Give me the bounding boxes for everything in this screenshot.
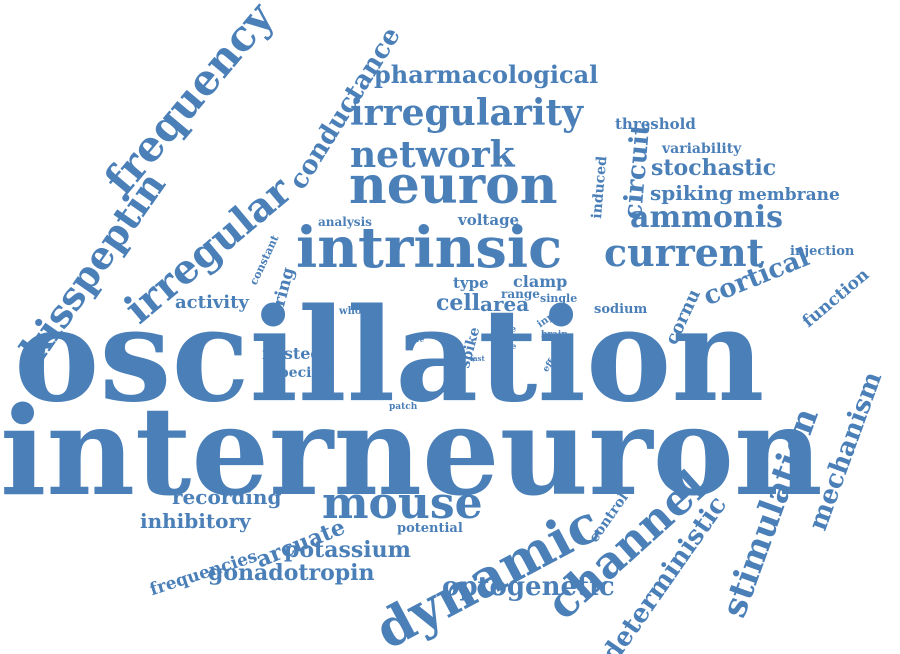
- word-gonadotropin: gonadotropin: [208, 560, 375, 586]
- word-spiking: spiking: [650, 181, 733, 205]
- word-ammonis: ammonis: [630, 200, 784, 235]
- word-injection: injection: [790, 244, 855, 259]
- word-analysis: analysis: [318, 215, 372, 229]
- word-fast: fast: [470, 354, 485, 363]
- word-irregularity: irregularity: [350, 92, 584, 134]
- word-intrinsic: intrinsic: [296, 215, 563, 281]
- word-potential: potential: [397, 521, 463, 536]
- word-recording: recording: [172, 485, 282, 509]
- word-interneuron: interneuron: [0, 379, 823, 523]
- word-specific: specific: [271, 365, 331, 381]
- word-slice: slice: [493, 325, 517, 335]
- word-threshold: threshold: [615, 115, 696, 133]
- word-whole: whole: [339, 306, 372, 317]
- word-clamp: clamp: [513, 272, 568, 291]
- word-mouse: mouse: [322, 478, 483, 529]
- word-time: time: [496, 341, 517, 351]
- word-area: area: [480, 292, 530, 316]
- word-inhibitory: inhibitory: [140, 509, 251, 533]
- word-cell: cell: [436, 290, 481, 316]
- word-range: range: [501, 287, 540, 301]
- word-type: type: [453, 274, 489, 292]
- word-brain: brain: [541, 330, 568, 340]
- word-variability: variability: [662, 141, 742, 157]
- word-activity: activity: [175, 292, 249, 313]
- word-sodium: sodium: [594, 302, 648, 317]
- word-membrane: membrane: [738, 185, 840, 205]
- word-patch: patch: [389, 402, 418, 412]
- word-induced: induced: [589, 155, 611, 220]
- word-single: single: [540, 292, 578, 305]
- word-neuron: neuron: [349, 155, 558, 216]
- word-pharmacological: pharmacological: [374, 60, 599, 89]
- word-circuit: circuit: [618, 122, 657, 221]
- word-optogenetic: optogenetic: [442, 572, 615, 602]
- word-current: current: [604, 230, 765, 275]
- word-voltage: voltage: [458, 211, 520, 229]
- word-frequency: frequency: [94, 0, 283, 204]
- word-oscillation: oscillation: [14, 281, 765, 431]
- word-stochastic: stochastic: [651, 155, 777, 181]
- word-fire: fire: [411, 335, 425, 344]
- word-network: network: [350, 134, 515, 176]
- word-function: function: [798, 264, 874, 332]
- word-potassium: potassium: [284, 537, 411, 563]
- word-nested: nested: [262, 344, 322, 363]
